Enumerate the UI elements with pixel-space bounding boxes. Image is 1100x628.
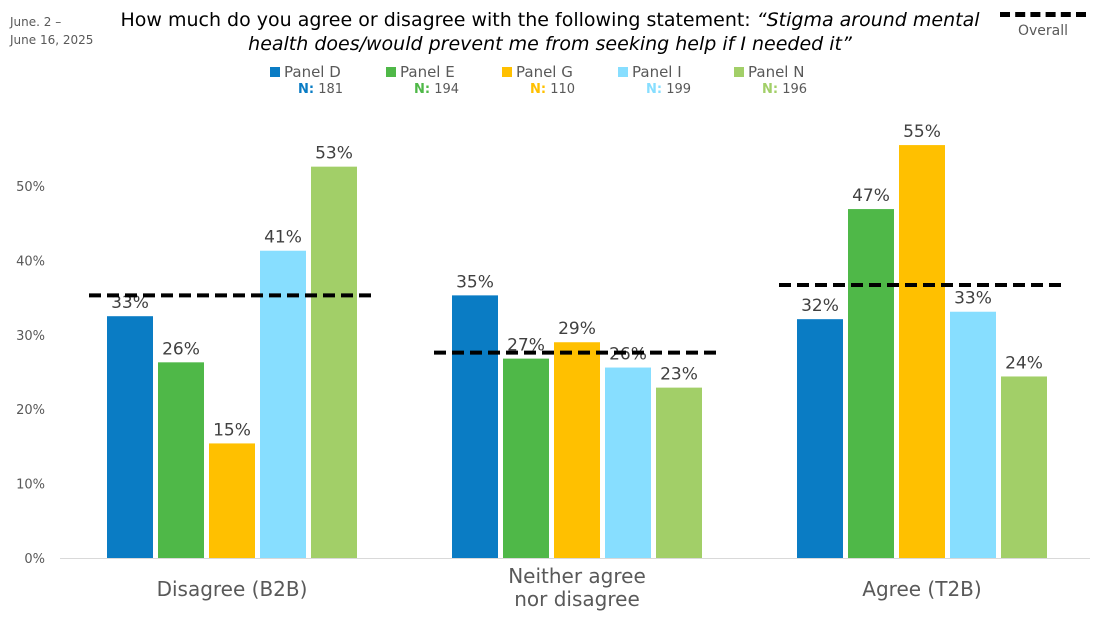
- legend-n-label: N:: [414, 82, 431, 97]
- data-label: 55%: [903, 122, 941, 142]
- bar-panel-n: [1001, 376, 1047, 558]
- y-tick-label: 10%: [16, 478, 45, 493]
- legend-swatch-icon: [386, 67, 396, 77]
- data-label: 41%: [264, 228, 302, 248]
- bar-panel-g: [899, 145, 945, 558]
- bar-panel-e: [158, 362, 204, 558]
- bar-panel-d: [107, 316, 153, 558]
- bar-panel-d: [797, 319, 843, 558]
- data-label: 24%: [1005, 353, 1043, 373]
- legend-label: Panel E: [400, 63, 455, 81]
- date-range: June. 2 – June 16, 2025: [10, 13, 93, 49]
- legend: Panel D N: 181 Panel E N: 194 Panel G N: 110 P…: [270, 63, 850, 97]
- data-label: 35%: [456, 272, 494, 292]
- x-category-label: nor disagree: [514, 587, 640, 611]
- data-label: 53%: [315, 144, 353, 164]
- bar-panel-n: [656, 387, 702, 558]
- y-tick-label: 20%: [16, 403, 45, 418]
- legend-n-value: 110: [550, 82, 576, 97]
- data-label: 26%: [162, 339, 200, 359]
- legend-n: N: 196: [762, 82, 850, 97]
- legend-swatch-icon: [502, 67, 512, 77]
- bar-panel-i: [260, 250, 306, 558]
- date-end: June 16, 2025: [10, 33, 94, 47]
- legend-label: Panel G: [516, 63, 573, 81]
- x-category-label: Disagree (B2B): [157, 577, 308, 601]
- chart-title: How much do you agree or disagree with t…: [100, 8, 1000, 56]
- legend-n-label: N:: [530, 82, 547, 97]
- legend-label: Panel N: [748, 63, 805, 81]
- legend-label: Panel I: [632, 63, 682, 81]
- legend-item: Panel N N: 196: [734, 63, 850, 97]
- legend-n-label: N:: [298, 82, 315, 97]
- bar-panel-i: [950, 311, 996, 558]
- date-start: June. 2 –: [10, 15, 62, 29]
- overall-legend: Overall: [998, 8, 1088, 39]
- data-label: 47%: [852, 186, 890, 206]
- bar-panel-d: [452, 295, 498, 558]
- legend-n: N: 194: [414, 82, 502, 97]
- legend-n-value: 194: [434, 82, 460, 97]
- bar-panel-i: [605, 367, 651, 558]
- legend-swatch-icon: [270, 67, 280, 77]
- bar-panel-n: [311, 166, 357, 558]
- legend-swatch-icon: [734, 67, 744, 77]
- legend-n-value: 181: [318, 82, 344, 97]
- data-label: 33%: [111, 293, 149, 313]
- data-label: 23%: [660, 365, 698, 385]
- data-label: 29%: [558, 319, 596, 339]
- legend-item: Panel G N: 110: [502, 63, 618, 97]
- overall-dash-icon: [1000, 12, 1086, 17]
- legend-label: Panel D: [284, 63, 341, 81]
- legend-n-label: N:: [762, 82, 779, 97]
- legend-n-value: 199: [666, 82, 692, 97]
- bar-panel-g: [554, 342, 600, 558]
- bar-panel-e: [848, 209, 894, 558]
- data-label: 33%: [954, 289, 992, 309]
- x-category-label: Neither agree: [508, 564, 646, 588]
- y-tick-label: 0%: [24, 552, 45, 567]
- legend-n: N: 110: [530, 82, 618, 97]
- x-category-label: Agree (T2B): [862, 577, 981, 601]
- bar-panel-g: [209, 443, 255, 558]
- bar-panel-e: [503, 358, 549, 558]
- legend-n: N: 181: [298, 82, 386, 97]
- overall-label: Overall: [1017, 23, 1069, 39]
- data-label: 32%: [801, 296, 839, 316]
- data-label: 15%: [213, 420, 251, 440]
- y-tick-label: 50%: [16, 180, 45, 195]
- data-label: 26%: [609, 345, 647, 365]
- legend-item: Panel D N: 181: [270, 63, 386, 97]
- legend-swatch-icon: [618, 67, 628, 77]
- legend-item: Panel I N: 199: [618, 63, 734, 97]
- title-italic: “Stigma around mental health does/would …: [248, 9, 980, 55]
- y-tick-label: 40%: [16, 254, 45, 269]
- legend-n-label: N:: [646, 82, 663, 97]
- legend-n: N: 199: [646, 82, 734, 97]
- title-plain: How much do you agree or disagree with t…: [120, 9, 757, 31]
- data-label: 27%: [507, 336, 545, 356]
- y-tick-label: 30%: [16, 329, 45, 344]
- legend-n-value: 196: [782, 82, 808, 97]
- legend-item: Panel E N: 194: [386, 63, 502, 97]
